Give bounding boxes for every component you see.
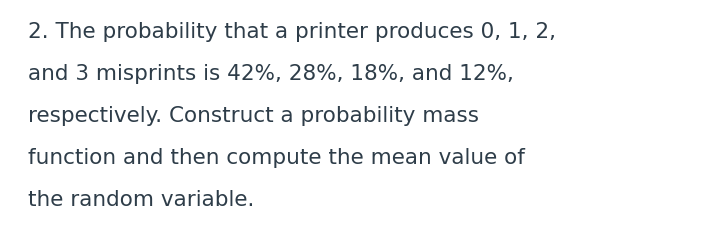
Text: respectively. Construct a probability mass: respectively. Construct a probability ma… (28, 106, 479, 126)
Text: function and then compute the mean value of: function and then compute the mean value… (28, 148, 525, 168)
Text: and 3 misprints is 42%, 28%, 18%, and 12%,: and 3 misprints is 42%, 28%, 18%, and 12… (28, 64, 514, 84)
Text: 2. The probability that a printer produces 0, 1, 2,: 2. The probability that a printer produc… (28, 22, 556, 42)
Text: the random variable.: the random variable. (28, 190, 254, 210)
